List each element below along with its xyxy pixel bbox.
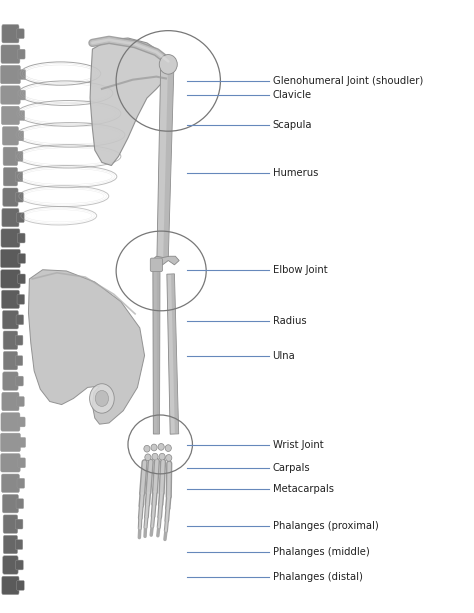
FancyBboxPatch shape — [15, 151, 23, 161]
FancyBboxPatch shape — [15, 172, 23, 181]
FancyBboxPatch shape — [15, 539, 23, 549]
Text: Wrist Joint: Wrist Joint — [273, 440, 323, 450]
FancyBboxPatch shape — [2, 576, 19, 595]
FancyBboxPatch shape — [16, 376, 23, 386]
FancyBboxPatch shape — [2, 208, 19, 227]
FancyBboxPatch shape — [3, 372, 18, 390]
Ellipse shape — [159, 454, 165, 460]
Polygon shape — [153, 270, 160, 434]
FancyBboxPatch shape — [16, 499, 24, 509]
FancyBboxPatch shape — [2, 392, 19, 411]
FancyBboxPatch shape — [0, 454, 20, 472]
Ellipse shape — [159, 55, 177, 74]
FancyBboxPatch shape — [18, 254, 26, 264]
FancyBboxPatch shape — [0, 249, 20, 268]
FancyBboxPatch shape — [18, 90, 26, 100]
FancyBboxPatch shape — [2, 495, 18, 513]
FancyBboxPatch shape — [1, 413, 20, 431]
FancyBboxPatch shape — [15, 356, 23, 365]
FancyBboxPatch shape — [17, 478, 25, 488]
FancyBboxPatch shape — [3, 188, 18, 207]
FancyBboxPatch shape — [0, 66, 20, 84]
Ellipse shape — [165, 445, 172, 451]
FancyBboxPatch shape — [1, 290, 19, 308]
FancyBboxPatch shape — [3, 535, 18, 554]
Text: Humerus: Humerus — [273, 168, 318, 178]
Polygon shape — [28, 270, 145, 424]
Text: Carpals: Carpals — [273, 463, 310, 473]
FancyBboxPatch shape — [15, 519, 23, 529]
FancyBboxPatch shape — [3, 167, 18, 186]
Text: Elbow Joint: Elbow Joint — [273, 265, 327, 275]
FancyBboxPatch shape — [17, 397, 24, 406]
FancyBboxPatch shape — [16, 315, 24, 325]
Ellipse shape — [145, 454, 151, 461]
FancyBboxPatch shape — [16, 560, 23, 570]
Text: Phalanges (distal): Phalanges (distal) — [273, 573, 363, 582]
Polygon shape — [163, 64, 174, 259]
Text: Metacarpals: Metacarpals — [273, 484, 334, 494]
FancyBboxPatch shape — [3, 556, 18, 574]
Text: Ulna: Ulna — [273, 351, 295, 360]
Text: Phalanges (middle): Phalanges (middle) — [273, 547, 369, 557]
Text: Phalanges (proximal): Phalanges (proximal) — [273, 521, 378, 531]
Ellipse shape — [95, 390, 109, 406]
FancyBboxPatch shape — [18, 438, 26, 447]
FancyBboxPatch shape — [1, 45, 20, 63]
FancyBboxPatch shape — [150, 258, 163, 272]
Polygon shape — [152, 256, 179, 265]
Ellipse shape — [90, 384, 114, 413]
Polygon shape — [157, 270, 160, 434]
FancyBboxPatch shape — [18, 417, 25, 427]
FancyBboxPatch shape — [2, 127, 18, 145]
FancyBboxPatch shape — [15, 335, 23, 345]
Ellipse shape — [151, 444, 157, 451]
Text: Clavicle: Clavicle — [273, 90, 312, 100]
FancyBboxPatch shape — [2, 311, 18, 329]
FancyBboxPatch shape — [17, 213, 24, 223]
Polygon shape — [167, 274, 179, 434]
Polygon shape — [90, 38, 171, 166]
FancyBboxPatch shape — [0, 433, 20, 452]
FancyBboxPatch shape — [17, 581, 24, 590]
Text: Scapula: Scapula — [273, 120, 312, 130]
FancyBboxPatch shape — [16, 192, 23, 202]
Ellipse shape — [144, 445, 150, 452]
Text: Radius: Radius — [273, 316, 306, 326]
FancyBboxPatch shape — [0, 86, 20, 104]
FancyBboxPatch shape — [17, 294, 25, 304]
Polygon shape — [157, 64, 174, 259]
FancyBboxPatch shape — [2, 25, 19, 43]
Ellipse shape — [166, 455, 172, 461]
FancyBboxPatch shape — [18, 49, 25, 59]
FancyBboxPatch shape — [18, 458, 26, 468]
FancyBboxPatch shape — [182, 0, 474, 613]
FancyBboxPatch shape — [17, 110, 25, 120]
FancyBboxPatch shape — [17, 29, 24, 39]
FancyBboxPatch shape — [0, 270, 20, 288]
Ellipse shape — [152, 454, 158, 460]
FancyBboxPatch shape — [1, 106, 19, 124]
FancyBboxPatch shape — [18, 70, 26, 80]
FancyBboxPatch shape — [1, 474, 19, 492]
FancyBboxPatch shape — [16, 131, 24, 141]
FancyBboxPatch shape — [18, 274, 26, 284]
Text: Glenohumeral Joint (shoudler): Glenohumeral Joint (shoudler) — [273, 76, 423, 86]
FancyBboxPatch shape — [1, 229, 20, 247]
FancyBboxPatch shape — [3, 147, 18, 166]
Polygon shape — [171, 274, 179, 434]
FancyBboxPatch shape — [3, 331, 18, 349]
FancyBboxPatch shape — [18, 233, 25, 243]
Ellipse shape — [158, 444, 164, 450]
FancyBboxPatch shape — [3, 515, 18, 533]
FancyBboxPatch shape — [3, 351, 18, 370]
